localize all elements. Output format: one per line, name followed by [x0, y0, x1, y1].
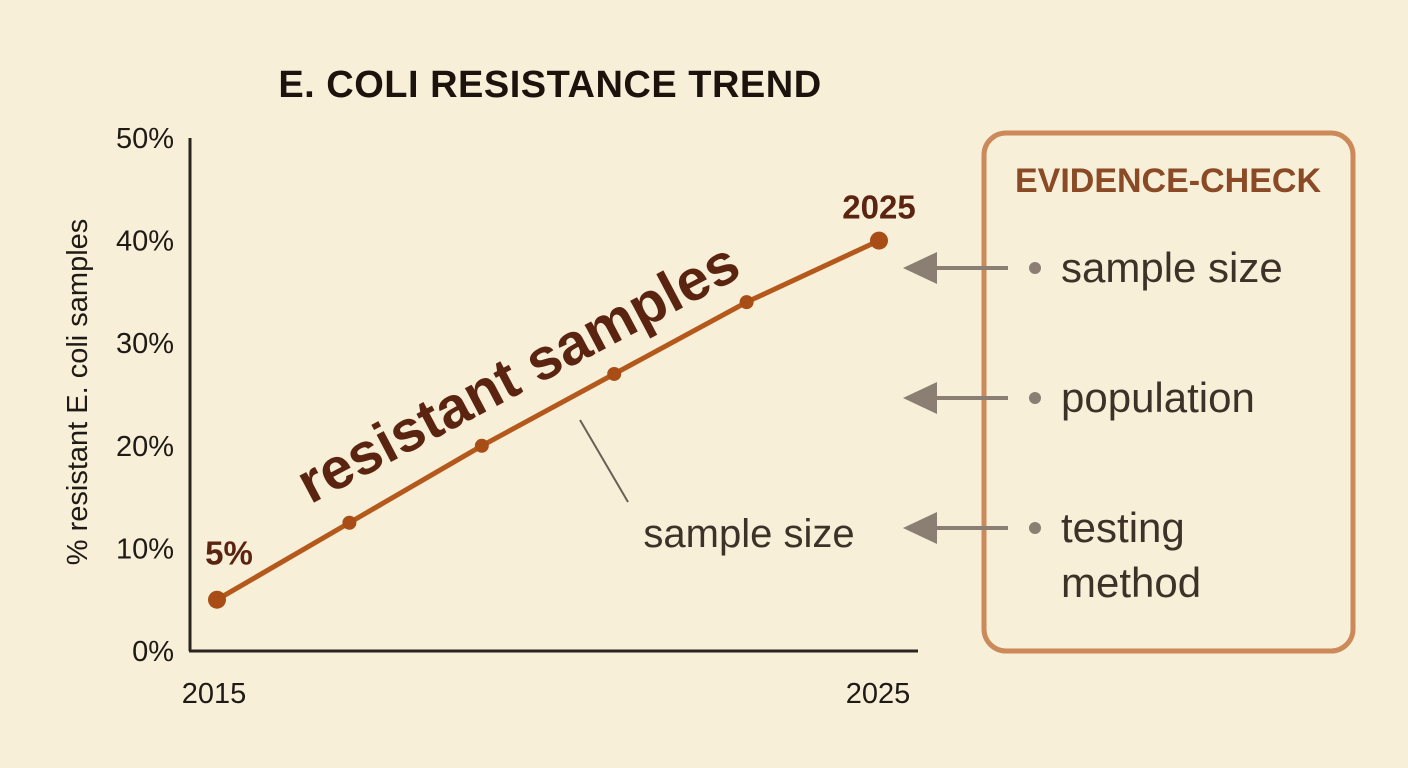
data-point-marker	[474, 438, 489, 453]
arrow-left-icon	[903, 252, 937, 284]
evidence-item-text: population	[1061, 374, 1255, 421]
evidence-panel-items: sample size population testing method	[903, 244, 1283, 606]
x-tick-label: 2015	[182, 678, 247, 710]
data-label: 5%	[205, 535, 253, 572]
x-tick-label: 2025	[846, 678, 911, 710]
y-tick-label: 50%	[116, 123, 174, 155]
data-point-marker	[739, 295, 754, 310]
y-tick-label: 10%	[116, 533, 174, 565]
evidence-item-text: testing	[1061, 504, 1185, 551]
data-label: 2025	[842, 189, 915, 226]
bullet-icon	[1029, 262, 1041, 274]
series-line	[214, 238, 882, 603]
data-point-marker	[870, 231, 888, 250]
data-label-layer: 5% 2025	[205, 189, 916, 572]
y-tick-label: 0%	[132, 636, 174, 668]
data-point-marker	[208, 590, 226, 609]
evidence-panel-title: EVIDENCE-CHECK	[1015, 162, 1321, 200]
evidence-panel-box	[981, 130, 1356, 654]
evidence-item-text: method	[1061, 559, 1201, 606]
line-annotation: resistant samples	[286, 230, 750, 517]
evidence-item-text: sample size	[1061, 244, 1283, 291]
evidence-item: population	[903, 374, 1255, 421]
bullet-icon	[1029, 392, 1041, 404]
y-tick-label: 40%	[116, 226, 174, 258]
evidence-item: sample size	[903, 244, 1283, 291]
y-tick-label: 30%	[116, 328, 174, 360]
callout-leader-line	[579, 419, 629, 503]
evidence-item: testing method	[903, 504, 1201, 606]
y-tick-labels: 0% 10% 20% 30% 40% 50%	[116, 123, 174, 668]
y-axis-label: % resistant E. coli samples	[62, 219, 94, 566]
x-tick-labels: 2015 2025	[182, 678, 911, 710]
y-tick-label: 20%	[116, 431, 174, 463]
data-point-marker	[342, 515, 357, 530]
data-point-marker	[607, 366, 622, 381]
arrow-left-icon	[903, 512, 937, 544]
arrow-left-icon	[903, 382, 937, 414]
series-layer	[208, 231, 888, 609]
chart-title: E. COLI RESISTANCE TREND	[278, 64, 821, 106]
bullet-icon	[1029, 522, 1041, 534]
callout-text: sample size	[643, 512, 854, 556]
